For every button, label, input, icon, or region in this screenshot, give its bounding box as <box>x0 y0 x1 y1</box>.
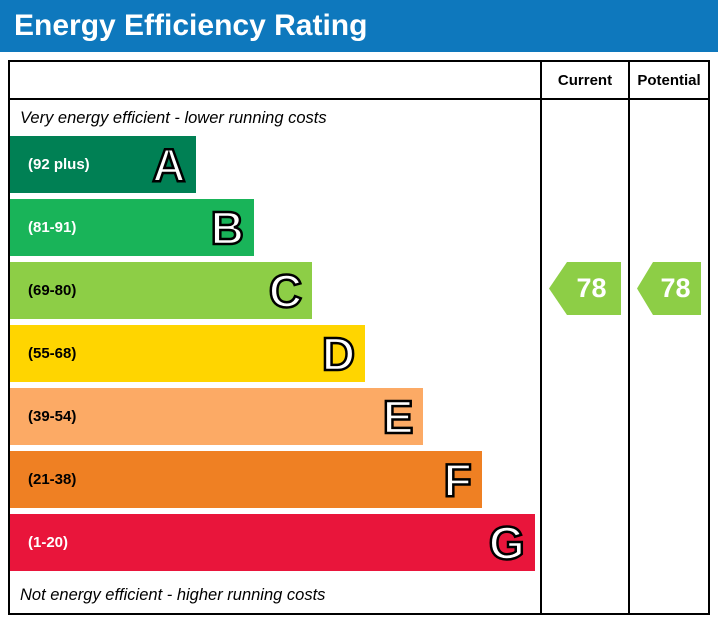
current-column: 78 <box>540 100 628 613</box>
caption-top: Very energy efficient - lower running co… <box>20 108 327 127</box>
bands-area: Very energy efficient - lower running co… <box>10 100 540 613</box>
epc-band-a: (92 plus) A <box>10 136 196 193</box>
header-spacer <box>10 62 540 98</box>
band-range-label: (39-54) <box>28 408 77 425</box>
band-range-label: (81-91) <box>28 219 77 236</box>
epc-band-f: (21-38) F <box>10 451 482 508</box>
band-range-label: (1-20) <box>28 534 69 551</box>
band-letter: B <box>209 201 245 254</box>
band-letter: F <box>442 453 473 506</box>
epc-band-b: (81-91) B <box>10 199 254 256</box>
band-range-label: (55-68) <box>28 345 77 362</box>
potential-rating-value: 78 <box>660 273 691 303</box>
epc-band-e: (39-54) E <box>10 388 424 445</box>
chart-body: Very energy efficient - lower running co… <box>10 100 708 613</box>
current-rating-value: 78 <box>576 273 607 303</box>
band-letter: C <box>268 264 304 317</box>
band-range-label: (69-80) <box>28 282 77 299</box>
title-bar: Energy Efficiency Rating <box>0 0 718 52</box>
current-column-header: Current <box>540 62 628 98</box>
epc-chart: Current Potential Very energy efficient … <box>8 60 710 615</box>
band-letter: D <box>321 327 357 380</box>
epc-band-g: (1-20) G <box>10 514 535 571</box>
current-rating-arrow: 78 <box>549 262 621 315</box>
band-range-label: (92 plus) <box>28 156 90 173</box>
ratings-header-row: Current Potential <box>10 62 708 100</box>
epc-band-c: (69-80) C <box>10 262 313 319</box>
page-title: Energy Efficiency Rating <box>14 9 368 42</box>
potential-column: 78 <box>628 100 708 613</box>
caption-bottom: Not energy efficient - higher running co… <box>20 585 326 604</box>
band-range-label: (21-38) <box>28 471 77 488</box>
epc-band-d: (55-68) D <box>10 325 366 382</box>
band-letter: A <box>151 138 187 191</box>
potential-rating-arrow: 78 <box>637 262 701 315</box>
potential-column-header: Potential <box>628 62 708 98</box>
band-letter: E <box>381 390 414 443</box>
band-letter: G <box>488 516 526 569</box>
epc-bands: (92 plus) A (81-91) B (69-80) C (55-68) … <box>10 136 540 577</box>
